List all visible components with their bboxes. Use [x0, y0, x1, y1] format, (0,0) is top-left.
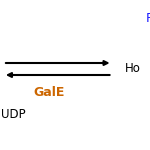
Text: Ho: Ho: [124, 63, 140, 75]
Text: F: F: [146, 12, 150, 24]
Text: UDP: UDP: [2, 108, 26, 120]
Text: GalE: GalE: [34, 87, 65, 99]
